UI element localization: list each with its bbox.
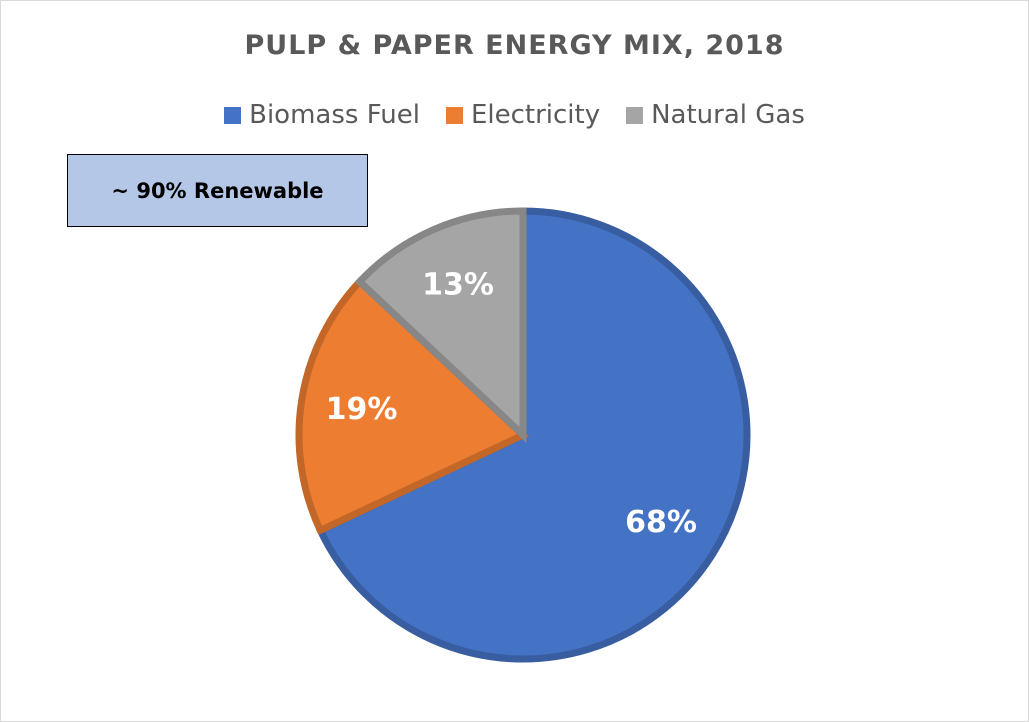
legend-label-natural-gas: Natural Gas — [651, 100, 805, 130]
pie-slice-biomass-fuel — [315, 207, 751, 663]
legend-swatch-biomass — [224, 106, 242, 124]
legend-swatch-electricity — [445, 106, 463, 124]
legend-label-electricity: Electricity — [470, 100, 601, 130]
legend: Biomass Fuel Electricity Natural Gas — [0, 100, 1029, 130]
legend-item-electricity: Electricity — [445, 100, 601, 130]
legend-item-natural-gas: Natural Gas — [626, 100, 805, 130]
data-label-electricity: 19% — [326, 392, 398, 427]
data-label-natural-gas: 13% — [422, 267, 494, 302]
chart-title: PULP & PAPER ENERGY MIX, 2018 — [244, 30, 785, 61]
data-label-biomass-fuel: 68% — [625, 505, 697, 540]
legend-item-biomass: Biomass Fuel — [224, 100, 420, 130]
pie-slice-natural-gas — [354, 207, 527, 444]
legend-label-biomass: Biomass Fuel — [249, 100, 420, 130]
legend-swatch-natural-gas — [626, 106, 644, 124]
renewable-annotation: ~ 90% Renewable — [67, 154, 368, 227]
pie-slice-electricity — [295, 276, 530, 536]
